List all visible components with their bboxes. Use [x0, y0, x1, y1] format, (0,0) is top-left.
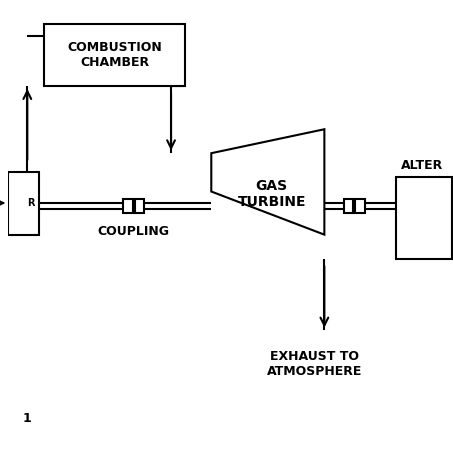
Bar	[355, 199, 365, 212]
Polygon shape	[211, 129, 324, 235]
Text: 1: 1	[23, 412, 31, 425]
Text: ALTER: ALTER	[401, 159, 443, 172]
Text: GAS
TURBINE: GAS TURBINE	[237, 179, 306, 209]
Bar	[135, 199, 144, 212]
Bar	[396, 177, 452, 259]
Text: R: R	[27, 198, 35, 208]
Bar	[8, 172, 39, 235]
Text: EXHAUST TO
ATMOSPHERE: EXHAUST TO ATMOSPHERE	[267, 350, 362, 378]
Bar	[343, 199, 353, 212]
Bar	[123, 199, 133, 212]
Text: COMBUSTION
CHAMBER: COMBUSTION CHAMBER	[67, 41, 162, 69]
Text: COUPLING: COUPLING	[98, 225, 170, 238]
Bar	[43, 24, 185, 86]
